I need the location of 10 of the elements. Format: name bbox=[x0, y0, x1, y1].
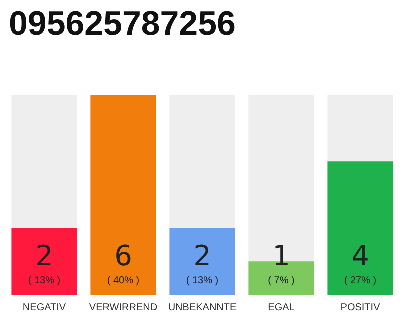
chart-title: 095625787256 bbox=[9, 5, 236, 43]
data-label: 2 ( 13% ) bbox=[186, 240, 219, 286]
x-tick-label: UNBEKANNTE bbox=[168, 302, 237, 314]
x-tick-label: VERWIRREND bbox=[89, 302, 158, 314]
data-label: 2 ( 13% ) bbox=[28, 240, 61, 286]
x-tick-label: POSITIV bbox=[340, 302, 381, 314]
x-tick-label: EGAL bbox=[268, 302, 296, 314]
data-label: 4 ( 27% ) bbox=[344, 240, 377, 286]
data-label: 6 ( 40% ) bbox=[107, 240, 140, 286]
x-tick-label: NEGATIV bbox=[22, 302, 66, 314]
